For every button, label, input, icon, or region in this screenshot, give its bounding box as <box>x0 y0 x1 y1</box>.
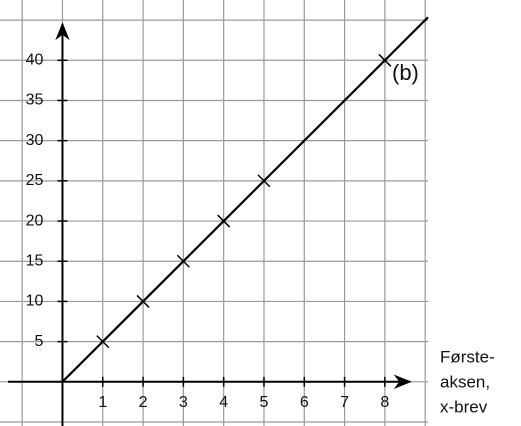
x-tick-label: 5 <box>260 394 269 411</box>
point-marker <box>257 174 271 188</box>
annotation: (b) <box>392 60 419 85</box>
point-marker <box>136 294 150 308</box>
y-tick-label: 40 <box>26 52 44 69</box>
point-marker <box>217 214 231 228</box>
x-tick-label: 8 <box>380 394 389 411</box>
line <box>61 16 429 383</box>
x-tick-label: 7 <box>340 394 349 411</box>
y-tick-label: 10 <box>26 293 44 310</box>
y-tick-label: 5 <box>35 333 44 350</box>
y-tick-label: 15 <box>26 252 44 269</box>
point-marker <box>378 53 392 67</box>
x-axis-label: Første- <box>440 347 495 366</box>
x-tick-label: 3 <box>179 394 188 411</box>
y-tick-label: 30 <box>26 132 44 149</box>
x-tick-label: 1 <box>98 394 107 411</box>
point-marker <box>176 254 190 268</box>
x-tick-label: 4 <box>219 394 228 411</box>
x-axis-label: x-brev <box>440 397 488 416</box>
y-tick-label: 35 <box>26 92 44 109</box>
y-tick-label: 25 <box>26 172 44 189</box>
point-marker <box>96 335 110 349</box>
y-tick-label: 20 <box>26 212 44 229</box>
x-tick-label: 2 <box>139 394 148 411</box>
x-axis-label: aksen, <box>440 372 490 391</box>
x-tick-label: 6 <box>300 394 309 411</box>
